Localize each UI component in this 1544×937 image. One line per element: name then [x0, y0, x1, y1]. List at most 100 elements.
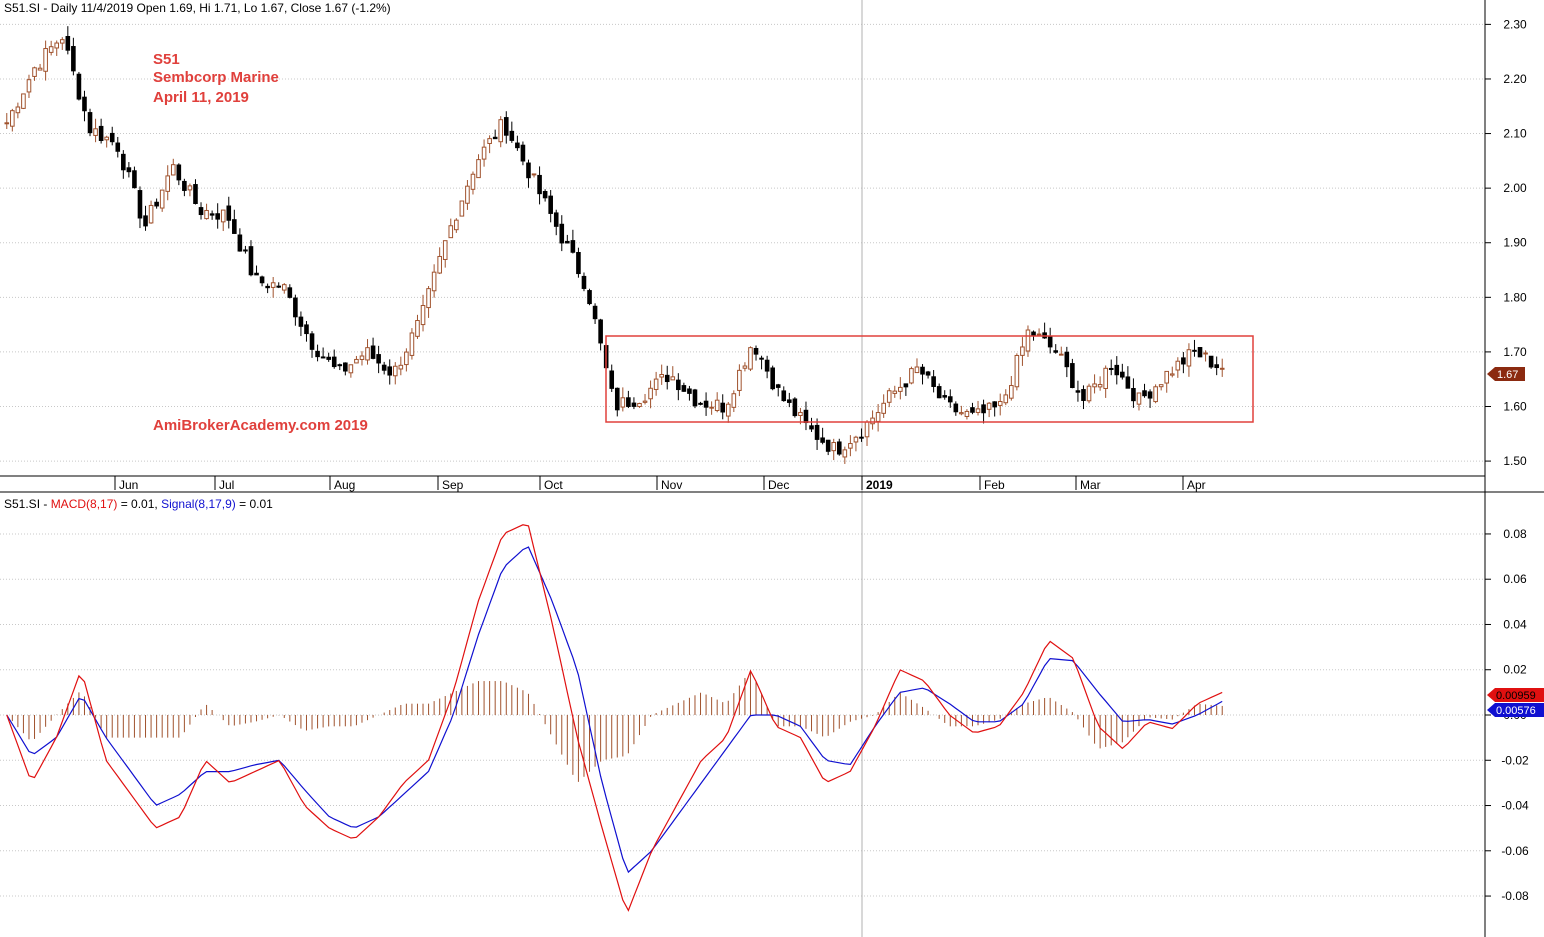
candle-body — [570, 240, 576, 253]
candle-body — [576, 251, 581, 275]
candle-body — [548, 195, 553, 214]
candle-body — [132, 170, 137, 189]
price-header: S51.SI - Daily 11/4/2019 Open 1.69, Hi 1… — [4, 1, 391, 15]
candle-body — [226, 205, 232, 221]
candle-body — [875, 412, 881, 422]
candle-body — [137, 190, 143, 219]
candle-body — [1214, 364, 1219, 369]
candle-body — [1020, 346, 1025, 356]
month-label: Aug — [334, 478, 355, 492]
ticker-annotation: S51 — [153, 51, 180, 68]
candle-body — [953, 403, 959, 413]
candle-body — [259, 276, 265, 284]
candle-body — [609, 370, 615, 389]
candle-body — [698, 402, 703, 405]
candle-body — [492, 136, 498, 140]
candle-body — [864, 421, 870, 438]
candle-body — [742, 365, 748, 369]
macd-header: S51.SI - MACD(8,17) = 0.01, Signal(8,17,… — [4, 497, 273, 511]
candle-body — [720, 402, 726, 413]
candle-body — [848, 443, 853, 449]
macd-tick-label: 0.08 — [1503, 527, 1527, 541]
candle-body — [15, 106, 21, 114]
candle-body — [154, 201, 159, 207]
candle-body — [792, 398, 798, 417]
candle-body — [814, 424, 820, 440]
candle-body — [1142, 390, 1147, 397]
candle-body — [248, 246, 254, 276]
candle-body — [836, 441, 842, 455]
macd-last-badge: 0.00959 — [1487, 688, 1544, 702]
candle-body — [1036, 333, 1042, 336]
candle-body — [703, 400, 709, 408]
month-label: Mar — [1080, 478, 1101, 492]
candle-body — [1114, 364, 1120, 376]
candle-body — [381, 364, 387, 371]
candle-body — [959, 412, 964, 415]
candle-body — [415, 320, 420, 337]
candle-body — [176, 164, 182, 181]
candle-body — [98, 125, 104, 142]
macd-last-label: 0.00959 — [1496, 690, 1536, 702]
candle-body — [898, 386, 903, 392]
candle-body — [82, 96, 87, 112]
candle-body — [798, 411, 803, 417]
candle-body — [10, 110, 15, 127]
candle-body — [1081, 389, 1086, 401]
candle-body — [631, 402, 637, 407]
candle-body — [182, 180, 187, 191]
candle-body — [170, 164, 176, 176]
candle-body — [204, 209, 209, 220]
candle-body — [392, 365, 398, 377]
candle-body — [348, 364, 354, 374]
candle-body — [376, 354, 381, 364]
candle-body — [109, 132, 115, 143]
candle-body — [692, 389, 698, 407]
candle-body — [309, 333, 315, 350]
candle-body — [365, 347, 370, 361]
candle-body — [148, 204, 154, 224]
candle-body — [1125, 376, 1131, 389]
candle-body — [1086, 385, 1092, 402]
candle-body — [1186, 349, 1192, 367]
signal-header-value: = 0.01 — [236, 497, 273, 511]
candle-body — [404, 351, 409, 366]
candle-body — [859, 436, 864, 439]
candle-body — [1025, 329, 1031, 352]
macd-tick-label: -0.08 — [1501, 889, 1529, 903]
candle-body — [1108, 367, 1114, 370]
candle-body — [254, 272, 259, 276]
candle-body — [1064, 351, 1070, 368]
candle-body — [687, 388, 692, 394]
price-tick-label: 2.20 — [1503, 72, 1527, 86]
candle-body — [648, 387, 653, 400]
candle-body — [442, 240, 448, 260]
candle-body — [1031, 331, 1036, 337]
macd-line — [6, 524, 1223, 912]
candle-body — [287, 287, 293, 298]
candle-body — [354, 358, 359, 364]
candle-body — [886, 390, 892, 403]
candle-body — [370, 345, 376, 359]
candle-body — [265, 285, 270, 289]
candle-body — [942, 395, 948, 398]
candle-body — [931, 376, 936, 387]
candle-body — [1075, 390, 1081, 393]
candle-body — [1147, 391, 1153, 399]
candle-body — [914, 366, 920, 374]
candle-body — [670, 376, 676, 381]
watermark-annotation: AmiBrokerAcademy.com 2019 — [153, 417, 368, 434]
candle-body — [76, 73, 82, 100]
candle-body — [298, 316, 304, 327]
candle-body — [32, 67, 37, 77]
candle-body — [1219, 367, 1225, 370]
candle-body — [143, 215, 148, 227]
macd-tick-label: -0.04 — [1501, 799, 1529, 813]
month-label: Nov — [661, 478, 682, 492]
candle-body — [343, 362, 348, 372]
candle-body — [659, 374, 664, 378]
candle-body — [465, 185, 470, 204]
candle-body — [637, 402, 642, 408]
macd-header-prefix: S51.SI - — [4, 497, 51, 511]
